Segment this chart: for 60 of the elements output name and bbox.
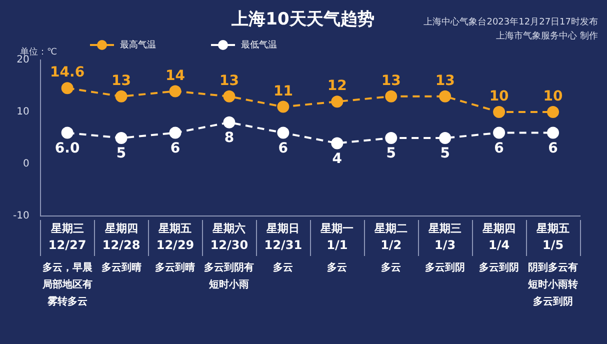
data-label: 5 <box>116 146 126 162</box>
data-label: 6 <box>170 140 180 156</box>
y-tick-label: 20 <box>16 54 30 66</box>
legend-label: 最低气温 <box>241 39 277 50</box>
point <box>115 132 128 144</box>
y-axis-title: 单位：℃ <box>20 46 58 58</box>
data-label: 13 <box>435 73 455 90</box>
data-label: 5 <box>440 146 450 162</box>
point <box>385 90 398 102</box>
x-tick-label: 星期五 12/29 多云到晴 <box>155 222 196 274</box>
data-label: 11 <box>273 83 293 100</box>
point <box>331 96 344 108</box>
point <box>169 85 182 98</box>
data-label: 4 <box>332 150 342 167</box>
data-label: 14 <box>166 68 186 84</box>
point <box>439 132 452 144</box>
data-label: 13 <box>112 73 132 90</box>
x-tick-label: 星期三 1/3 多云到阴 <box>425 222 466 274</box>
y-tick-label: -10 <box>12 210 30 222</box>
point <box>331 137 344 150</box>
x-tick-label: 星期四 12/28 多云到晴 <box>101 222 142 274</box>
point <box>115 90 128 102</box>
point <box>547 106 560 118</box>
point <box>385 132 398 144</box>
x-tick-label: 星期五 1/5 阴到多云有短时小雨转多云到阴 <box>527 222 578 308</box>
point <box>277 100 290 113</box>
chart-title: 上海10天天气趋势 <box>230 9 374 30</box>
data-label: 10 <box>489 88 510 105</box>
x-tick-label: 星期二 1/2 多云 <box>374 222 408 274</box>
legend-label: 最高气温 <box>120 39 156 50</box>
point <box>223 116 236 128</box>
data-label: 10 <box>543 88 564 105</box>
data-label: 6 <box>278 140 288 156</box>
x-tick-label: 星期日 12/31 多云 <box>264 222 302 274</box>
point <box>493 106 506 118</box>
point <box>61 126 74 139</box>
data-label: 12 <box>327 78 347 94</box>
data-label: 13 <box>381 73 401 90</box>
y-tick-label: 10 <box>16 106 30 118</box>
point <box>277 126 290 139</box>
x-tick-label: 星期六 12/30 多云到阴有短时小雨 <box>204 222 254 291</box>
text: 上海市气象服务中心 制作 <box>496 30 598 42</box>
point <box>547 126 560 139</box>
point <box>169 126 182 139</box>
text: 上海中心气象台2023年12月27日17时发布 <box>424 16 598 28</box>
point <box>223 90 236 102</box>
x-tick-label: 星期一 1/1 多云 <box>320 222 354 274</box>
point <box>61 82 74 94</box>
point <box>493 126 506 139</box>
data-label: 5 <box>386 146 396 162</box>
data-label: 6 <box>494 140 504 156</box>
point <box>439 90 452 102</box>
data-label: 14.6 <box>50 64 85 81</box>
x-tick-label: 星期三 12/27 多云，早晨局部地区有雾转多云 <box>41 222 92 308</box>
y-tick-label: 0 <box>22 158 30 170</box>
data-label: 8 <box>224 130 234 146</box>
x-tick-label: 星期四 1/4 多云到阴 <box>479 222 520 274</box>
data-label: 6.0 <box>54 140 80 156</box>
data-label: 6 <box>548 140 558 156</box>
data-label: 13 <box>219 73 239 90</box>
